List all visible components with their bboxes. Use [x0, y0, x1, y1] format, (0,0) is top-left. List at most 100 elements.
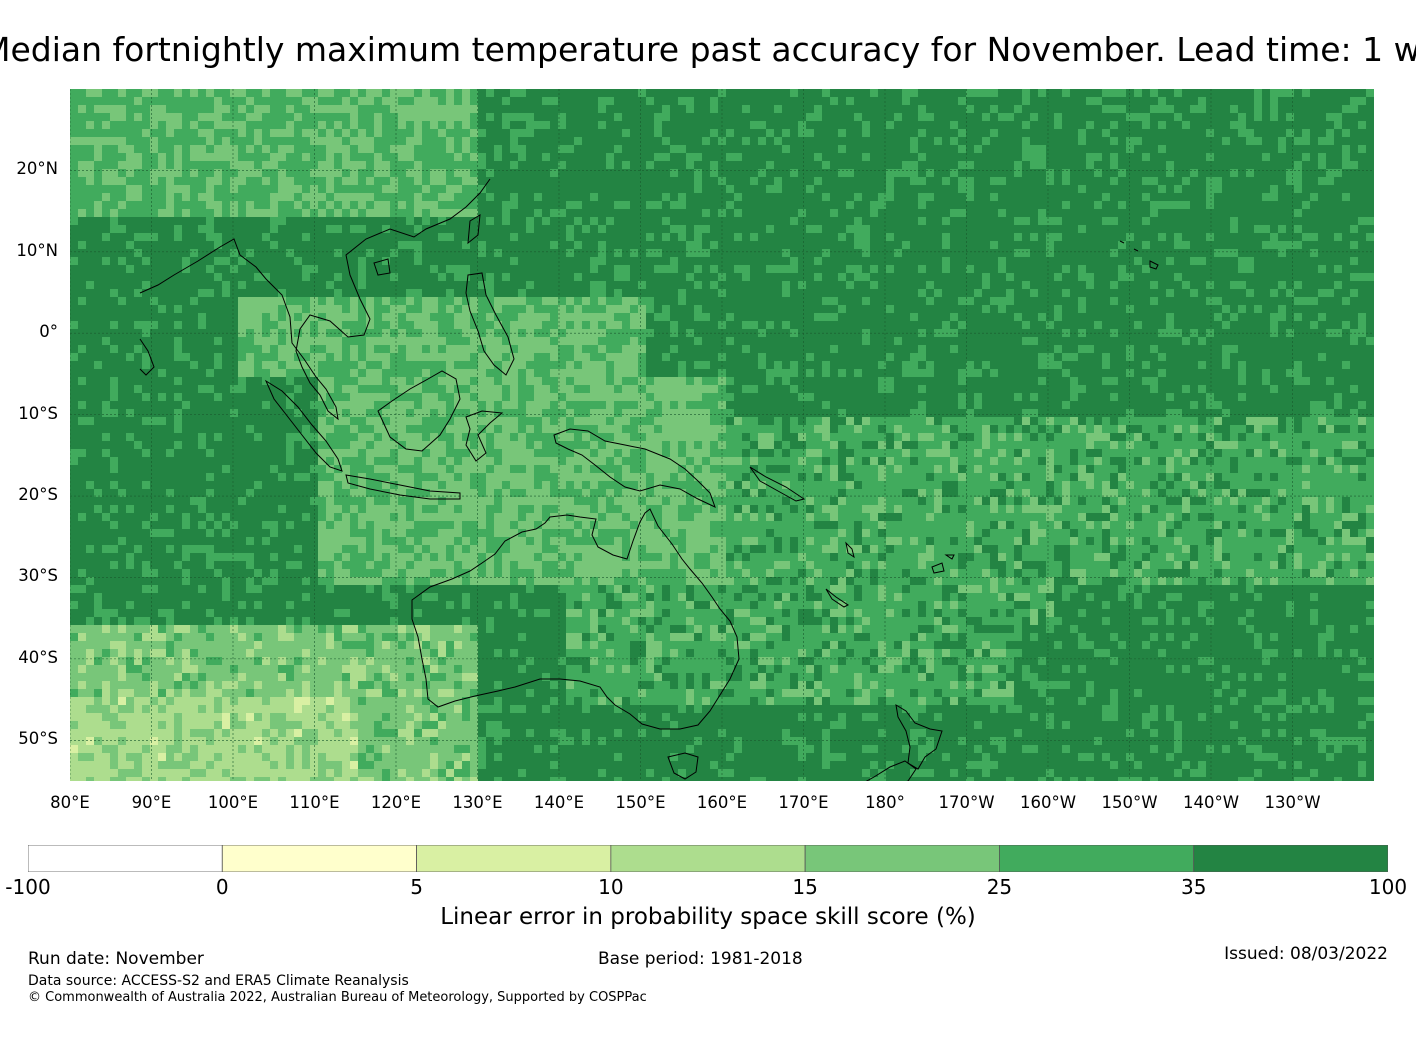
skill-cell: [1198, 105, 1206, 113]
skill-cell: [358, 89, 366, 97]
skill-cell: [78, 129, 86, 137]
skill-cell: [142, 145, 150, 153]
skill-cell: [958, 257, 966, 265]
skill-cell: [894, 137, 902, 145]
skill-cell: [70, 89, 78, 97]
skill-cell: [1086, 97, 1094, 105]
skill-cell: [1350, 89, 1358, 97]
skill-cell: [790, 233, 798, 241]
skill-cell: [1246, 137, 1254, 145]
skill-cell: [1302, 241, 1310, 249]
skill-cell: [870, 289, 878, 297]
skill-cell: [366, 305, 374, 313]
skill-cell: [990, 281, 998, 289]
skill-cell: [1190, 265, 1198, 273]
skill-cell: [1206, 257, 1214, 265]
skill-cell: [1006, 209, 1014, 217]
skill-cell: [694, 113, 702, 121]
skill-cell: [1166, 289, 1174, 297]
skill-cell: [158, 129, 166, 137]
skill-cell: [230, 145, 238, 153]
skill-cell: [590, 129, 598, 137]
skill-cell: [1318, 281, 1326, 289]
skill-cell: [1222, 321, 1230, 329]
skill-cell: [198, 233, 206, 241]
skill-cell: [550, 129, 558, 137]
skill-cell: [430, 97, 438, 105]
skill-cell: [86, 313, 94, 321]
skill-cell: [1174, 241, 1182, 249]
skill-cell: [582, 161, 590, 169]
skill-cell: [1262, 217, 1270, 225]
skill-cell: [334, 161, 342, 169]
skill-cell: [566, 249, 574, 257]
skill-cell: [1174, 193, 1182, 201]
skill-cell: [94, 305, 102, 313]
skill-cell: [1030, 233, 1038, 241]
skill-cell: [1222, 161, 1230, 169]
skill-cell: [70, 113, 78, 121]
skill-cell: [1110, 145, 1118, 153]
skill-cell: [942, 273, 950, 281]
skill-cell: [662, 129, 670, 137]
skill-cell: [902, 89, 910, 97]
skill-cell: [606, 105, 614, 113]
skill-cell: [726, 185, 734, 193]
skill-cell: [910, 273, 918, 281]
skill-cell: [430, 177, 438, 185]
skill-cell: [318, 281, 326, 289]
skill-cell: [1142, 297, 1150, 305]
skill-cell: [318, 233, 326, 241]
skill-cell: [270, 153, 278, 161]
skill-cell: [1310, 153, 1318, 161]
skill-cell: [1294, 121, 1302, 129]
skill-cell: [854, 281, 862, 289]
skill-cell: [902, 169, 910, 177]
skill-cell: [1150, 153, 1158, 161]
skill-cell: [974, 233, 982, 241]
skill-cell: [1206, 225, 1214, 233]
skill-cell: [278, 129, 286, 137]
skill-cell: [262, 233, 270, 241]
skill-cell: [86, 257, 94, 265]
skill-cell: [486, 129, 494, 137]
skill-cell: [1278, 209, 1286, 217]
skill-cell: [1126, 241, 1134, 249]
skill-cell: [1190, 121, 1198, 129]
skill-cell: [294, 97, 302, 105]
skill-cell: [814, 201, 822, 209]
skill-cell: [262, 249, 270, 257]
skill-cell: [358, 137, 366, 145]
skill-cell: [958, 105, 966, 113]
skill-cell: [1150, 185, 1158, 193]
skill-cell: [1190, 113, 1198, 121]
skill-cell: [982, 249, 990, 257]
skill-cell: [734, 305, 742, 313]
skill-cell: [342, 257, 350, 265]
skill-cell: [94, 121, 102, 129]
skill-cell: [558, 249, 566, 257]
skill-cell: [806, 137, 814, 145]
skill-cell: [510, 161, 518, 169]
skill-cell: [230, 185, 238, 193]
skill-cell: [558, 289, 566, 297]
skill-cell: [1214, 321, 1222, 329]
skill-cell: [550, 89, 558, 97]
skill-cell: [350, 89, 358, 97]
skill-cell: [1230, 209, 1238, 217]
skill-cell: [110, 113, 118, 121]
skill-cell: [486, 233, 494, 241]
skill-cell: [414, 233, 422, 241]
skill-cell: [1182, 321, 1190, 329]
skill-cell: [1318, 193, 1326, 201]
skill-cell: [918, 281, 926, 289]
skill-cell: [950, 233, 958, 241]
skill-cell: [630, 313, 638, 321]
skill-cell: [966, 265, 974, 273]
skill-cell: [734, 313, 742, 321]
skill-cell: [1150, 201, 1158, 209]
skill-cell: [974, 145, 982, 153]
skill-cell: [230, 177, 238, 185]
skill-cell: [606, 241, 614, 249]
skill-cell: [574, 265, 582, 273]
